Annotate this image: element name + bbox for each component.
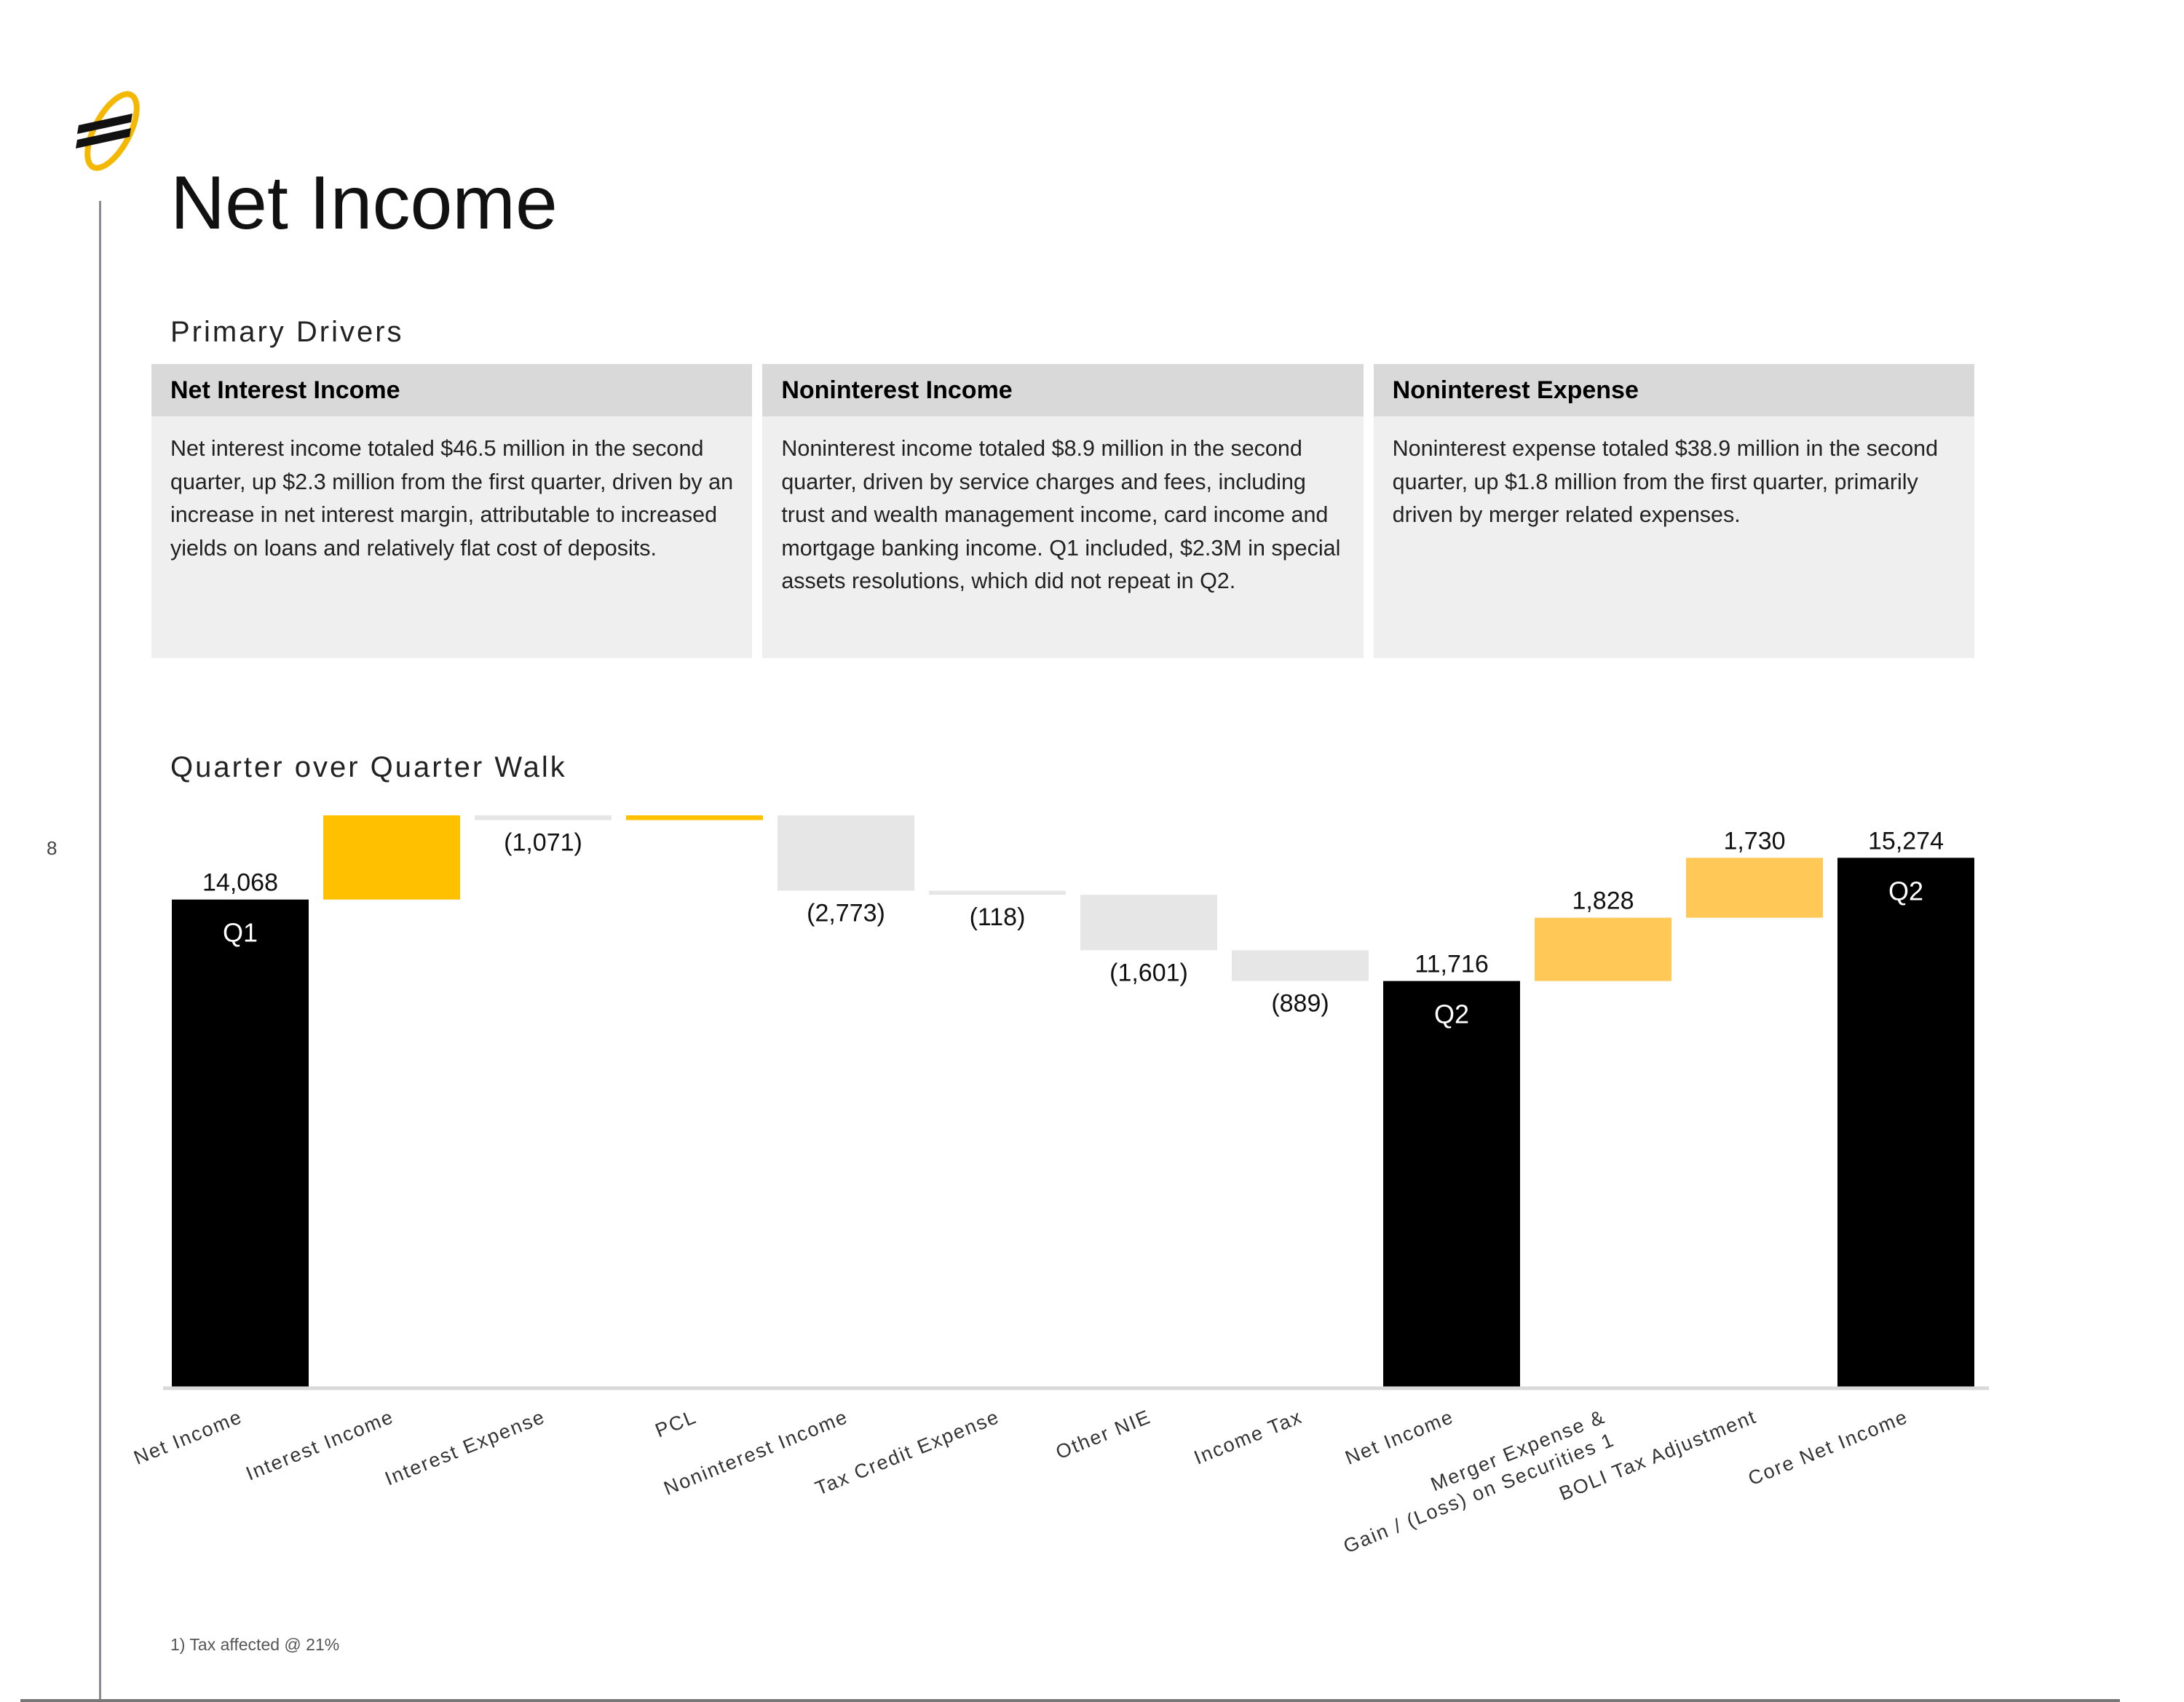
- data-label: 15,274: [1868, 827, 1944, 855]
- primary-drivers-label: Primary Drivers: [170, 316, 404, 348]
- drivers-cards: Net Interest Income Net interest income …: [151, 364, 1974, 658]
- bar-6: [1080, 895, 1217, 951]
- bar-inner-label: Q1: [223, 918, 258, 948]
- walk-label: Quarter over Quarter Walk: [170, 751, 567, 783]
- category-label: Income Tax: [1191, 1406, 1305, 1469]
- company-logo: [76, 91, 140, 171]
- category-label-line: PCL: [652, 1406, 700, 1442]
- bar-inner-label: Q2: [1888, 876, 1923, 906]
- data-label: (2,773): [807, 900, 885, 927]
- driver-card-text: Noninterest income totaled $8.9 million …: [781, 436, 1341, 593]
- driver-card-title: Noninterest Expense: [1373, 364, 1974, 416]
- category-label-line: Other NIE: [1053, 1406, 1154, 1464]
- bar-3: [626, 815, 763, 820]
- category-label: Interest Income: [243, 1406, 397, 1485]
- category-label: Net Income: [1342, 1406, 1457, 1469]
- data-label: 1,828: [1572, 887, 1634, 915]
- data-label: (1,601): [1109, 959, 1188, 986]
- bottom-rule: [20, 1699, 2120, 1702]
- category-label-line: Core Net Income: [1745, 1406, 1911, 1490]
- data-label: (1,071): [504, 829, 582, 857]
- driver-card-noninterest-expense: Noninterest Expense Noninterest expense …: [1373, 364, 1974, 658]
- page-number: 8: [47, 837, 58, 859]
- footnote: 1) Tax affected @ 21%: [170, 1635, 340, 1654]
- category-label-line: Interest Income: [243, 1406, 397, 1485]
- category-label-line: Net Income: [130, 1406, 245, 1469]
- bar-7: [1232, 950, 1369, 981]
- bar-11: [1837, 858, 1974, 1387]
- category-label: Interest Expense: [381, 1406, 548, 1490]
- bar-0: [172, 899, 309, 1387]
- driver-card-title: Noninterest Income: [762, 364, 1364, 416]
- category-label: Other NIE: [1053, 1406, 1154, 1464]
- bar-5: [929, 890, 1066, 895]
- bar-2: [475, 815, 612, 820]
- data-label: 11,716: [1415, 951, 1488, 978]
- bar-1: [323, 815, 460, 900]
- category-label: PCL: [652, 1406, 700, 1442]
- left-rule: [99, 201, 101, 1701]
- driver-card-text: Noninterest expense totaled $38.9 millio…: [1392, 436, 1939, 527]
- bar-4: [778, 815, 914, 891]
- category-label: Core Net Income: [1745, 1406, 1911, 1490]
- data-label: 14,068: [202, 869, 278, 897]
- bar-inner-label: Q2: [1434, 1000, 1469, 1029]
- category-label: Net Income: [130, 1406, 245, 1469]
- category-label-line: Net Income: [1342, 1406, 1457, 1469]
- driver-card-noninterest-income: Noninterest Income Noninterest income to…: [762, 364, 1364, 658]
- page-title: Net Income: [170, 161, 558, 245]
- driver-card-net-interest-income: Net Interest Income Net interest income …: [151, 364, 753, 658]
- bar-9: [1535, 917, 1671, 981]
- bar-10: [1686, 858, 1823, 918]
- data-label: (889): [1271, 990, 1329, 1018]
- driver-card-text: Net interest income totaled $46.5 millio…: [170, 436, 734, 561]
- data-label: (118): [970, 903, 1026, 931]
- category-label-line: Income Tax: [1191, 1406, 1305, 1469]
- driver-card-title: Net Interest Income: [151, 364, 753, 416]
- data-label: 1,730: [1723, 827, 1785, 855]
- bar-8: [1383, 981, 1520, 1387]
- category-label-line: Interest Expense: [381, 1406, 548, 1490]
